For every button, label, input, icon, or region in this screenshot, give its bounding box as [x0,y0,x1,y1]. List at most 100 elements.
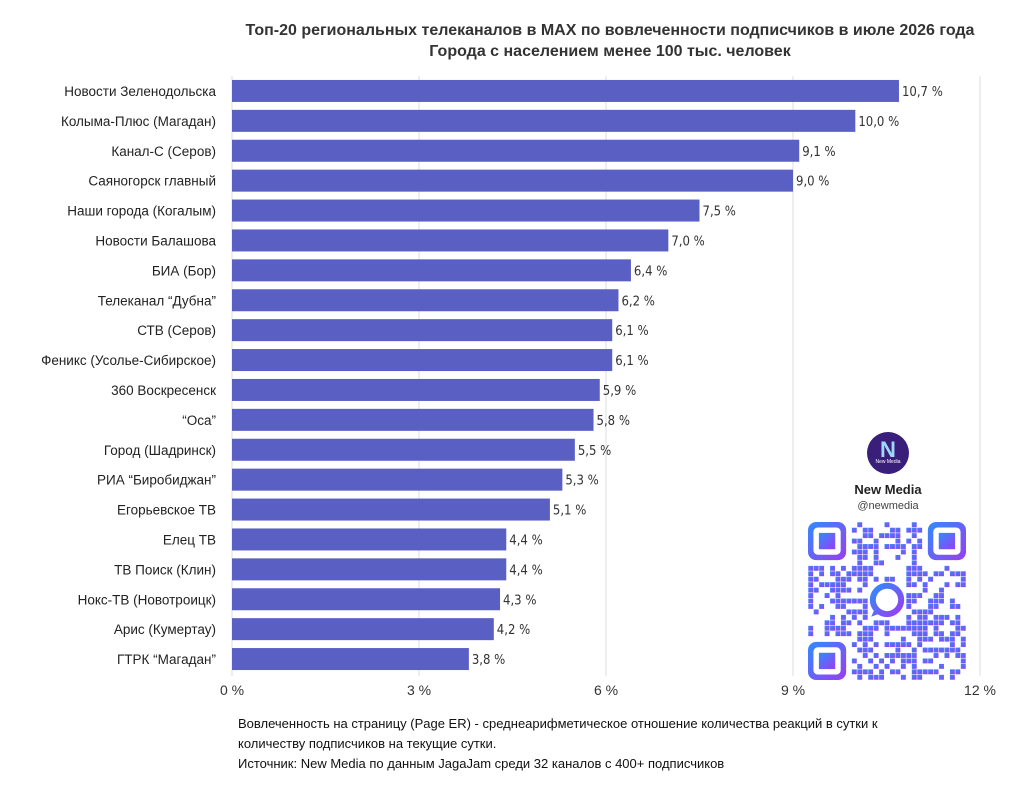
qr-module [911,598,917,604]
qr-module [835,631,841,637]
qr-module [857,554,863,560]
bar [232,498,550,521]
qr-module [884,522,890,528]
qr-module [922,571,928,577]
qr-module [944,614,950,620]
qr-module [857,522,863,528]
qr-module [884,631,890,637]
category-label: “Оса” [182,413,216,428]
qr-module [873,663,879,669]
category-label: ГТРК “Магадан” [117,652,216,667]
qr-module [868,571,874,577]
qr-module [895,647,901,653]
qr-module [939,663,944,669]
qr-module [895,538,901,544]
qr-module [824,620,830,626]
bar [232,648,469,671]
qr-module [840,620,846,626]
qr-module [813,576,819,582]
qr-module [928,576,934,582]
qr-module [862,631,868,637]
qr-module [922,620,928,626]
qr-module [949,647,955,653]
qr-module [900,636,906,642]
qr-module [917,565,923,571]
qr-module [928,609,934,615]
qr-module [873,642,879,648]
qr-module [857,571,863,577]
qr-module [830,565,835,571]
bar [232,139,800,162]
data-label: 4,4 % [509,533,542,548]
logo-letter: N [880,437,896,462]
category-label: Арис (Кумертау) [114,622,216,637]
qr-module [840,565,846,571]
data-label: 5,5 % [578,444,611,459]
qr-module [949,620,955,626]
qr-module [922,631,928,637]
qr-module [851,571,857,577]
qr-finder-core [938,532,956,550]
qr-module [868,625,874,631]
qr-module [906,614,912,620]
qr-module [906,625,912,631]
qr-module [868,565,874,571]
category-label: ТВ Поиск (Клин) [114,562,216,577]
qr-module [949,603,955,609]
qr-center-chat-tail [871,608,882,617]
qr-module [949,642,955,648]
qr-module [944,565,950,571]
qr-module [857,565,863,571]
qr-module [911,593,917,599]
qr-module [851,527,857,533]
qr-module [846,571,852,577]
qr-module [857,587,863,593]
qr-module [873,625,879,631]
x-tick-label: 9 % [781,682,805,698]
qr-module [939,674,944,680]
qr-module [879,669,885,675]
qr-module [889,576,895,582]
data-label: 9,1 % [802,145,835,160]
qr-module [808,587,814,593]
qr-module [922,636,928,642]
qr-module [911,544,917,549]
qr-module [840,614,846,620]
qr-module [949,636,955,642]
category-label: Нокс-ТВ (Новотроицк) [78,592,216,607]
qr-module [862,603,868,609]
bar [232,349,613,372]
qr-module [911,522,917,528]
category-label: 360 Воскресенск [111,383,216,398]
qr-module [884,663,890,669]
qr-module [900,658,906,664]
qr-module [868,533,874,539]
qr-module [846,620,852,626]
brand-handle: @newmedia [857,500,919,512]
qr-module [879,658,885,664]
bar [232,199,700,222]
bar [232,169,793,192]
qr-module [917,593,923,599]
qr-module [949,674,955,680]
qr-module [851,642,857,648]
data-label: 4,2 % [497,623,530,638]
qr-module [933,625,939,631]
qr-module [895,625,901,631]
qr-module [835,571,841,577]
qr-center-chat-icon [869,582,905,618]
qr-module [857,609,863,615]
bar [232,79,899,102]
qr-module [830,582,835,588]
qr-module [911,571,917,577]
qr-module [857,560,863,566]
qr-module [922,625,928,631]
qr-module [862,647,868,653]
qr-module [928,603,934,609]
data-label: 5,9 % [603,384,636,399]
qr-module [808,582,814,588]
qr-module [857,663,863,669]
qr-finder-pattern [808,522,847,561]
qr-module [862,582,868,588]
bar [232,259,631,282]
